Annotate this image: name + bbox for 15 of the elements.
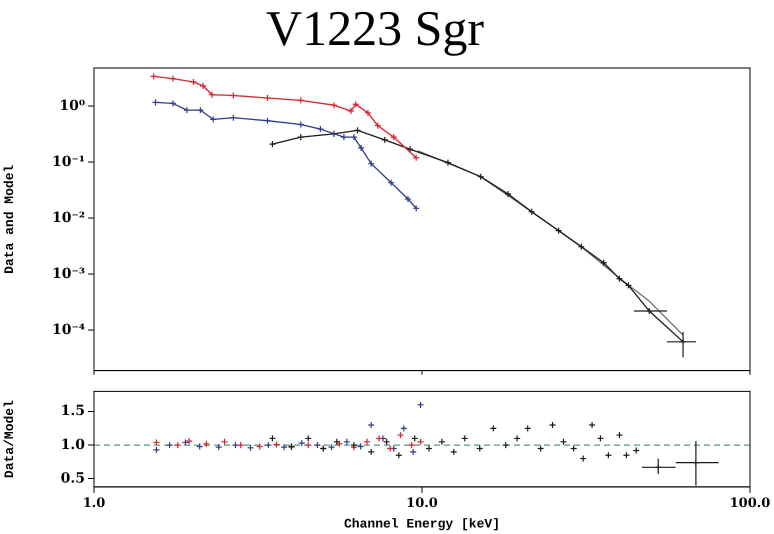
- x-tick-label: 1.0: [82, 496, 106, 511]
- y-tick-label: 0.5: [60, 470, 85, 486]
- y-tick-label: 10⁻⁴: [52, 322, 85, 338]
- x-axis-title: Channel Energy [keV]: [344, 516, 500, 532]
- y-tick-label: 1.0: [60, 436, 86, 453]
- y-tick-label: 10⁻¹: [52, 154, 85, 170]
- x-tick-label: 10.0: [406, 496, 438, 511]
- y-axis-title: Data and Model: [2, 164, 18, 274]
- chart-title: V1223 Sgr: [266, 0, 484, 56]
- y-tick-label: 10⁰: [59, 98, 85, 114]
- x-tick-label: 100.0: [730, 496, 770, 511]
- y-axis-title: Data/Model: [2, 400, 18, 478]
- y-tick-label: 10⁻³: [52, 266, 85, 282]
- y-tick-label: 10⁻²: [52, 210, 85, 226]
- y-tick-label: 1.5: [60, 403, 85, 420]
